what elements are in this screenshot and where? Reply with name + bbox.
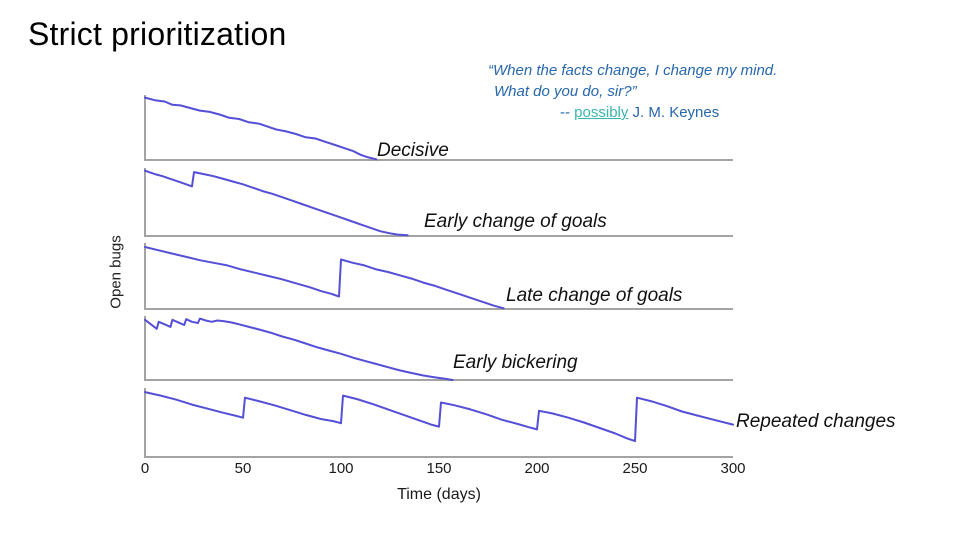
- burndown-line: [144, 96, 378, 161]
- page-title: Strict prioritization: [28, 16, 287, 52]
- panel-axis: [144, 316, 733, 381]
- series-label-late-change: Late change of goals: [506, 285, 683, 306]
- attribution-suffix: J. M. Keynes: [628, 104, 720, 121]
- burndown-line: [144, 246, 505, 310]
- quote-line-1: “When the facts change, I change my mind…: [488, 62, 778, 79]
- y-axis-label: Open bugs: [107, 235, 125, 309]
- quote-attribution: -- possibly J. M. Keynes: [560, 102, 777, 123]
- series-label-early-change: Early change of goals: [424, 211, 607, 232]
- attribution-prefix: --: [560, 104, 575, 121]
- burndown-line: [144, 317, 454, 381]
- x-tick-label: 150: [426, 460, 452, 477]
- x-tick-label: 100: [328, 460, 354, 477]
- bug-burndown-charts: [0, 85, 960, 510]
- x-axis-label: Time (days): [397, 486, 481, 503]
- series-label-decisive: Decisive: [377, 140, 449, 161]
- possibly-link[interactable]: possibly: [574, 104, 629, 121]
- keynes-quote: “When the facts change, I change my mind…: [488, 60, 777, 123]
- bug-charts-svg: [144, 95, 734, 458]
- panel-axis: [144, 168, 733, 237]
- series-label-early-bickering: Early bickering: [453, 352, 578, 373]
- x-tick-label: 50: [234, 460, 252, 477]
- x-tick-label: 0: [140, 460, 150, 477]
- x-tick-label: 200: [524, 460, 550, 477]
- burndown-line: [144, 169, 409, 237]
- panel-axis: [144, 388, 733, 458]
- burndown-line: [144, 391, 734, 443]
- panel-axis: [144, 95, 733, 161]
- x-tick-label: 250: [622, 460, 648, 477]
- quote-line-2: What do you do, sir?”: [494, 83, 637, 100]
- series-label-repeated-changes: Repeated changes: [736, 411, 896, 432]
- x-tick-label: 300: [720, 460, 746, 477]
- panel-axis: [144, 243, 733, 310]
